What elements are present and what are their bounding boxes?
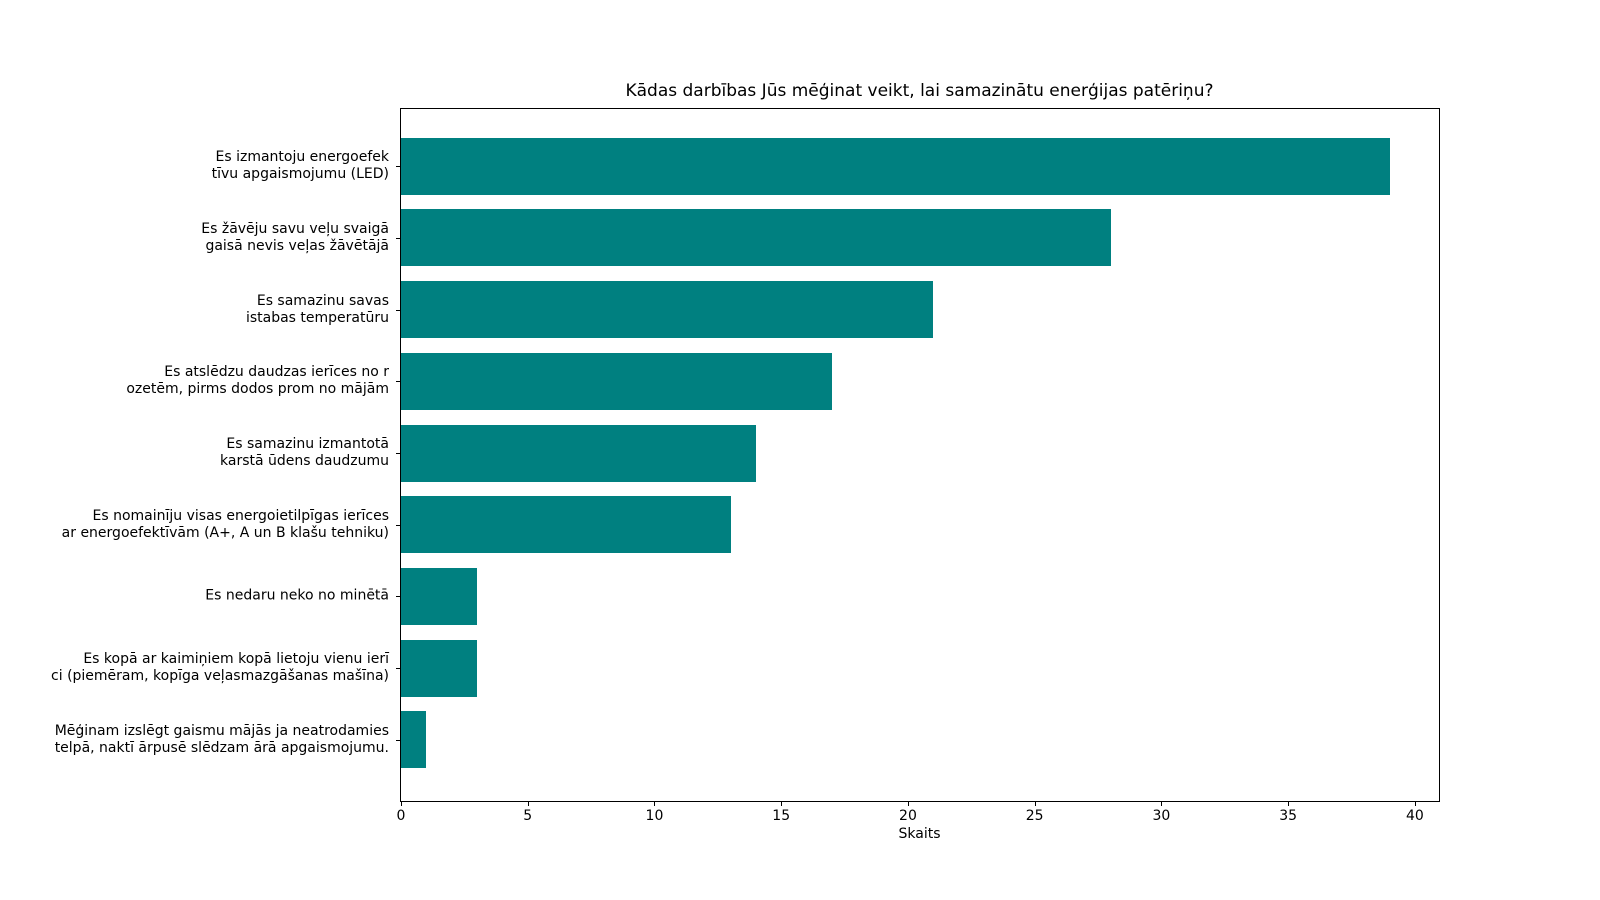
x-tick-mark xyxy=(401,802,402,806)
y-tick-mark xyxy=(396,381,400,383)
plot-area xyxy=(400,108,1440,802)
bar-segment xyxy=(401,496,731,554)
x-tick-label: 35 xyxy=(1279,808,1298,824)
x-tick-mark xyxy=(1034,802,1036,806)
y-tick-mark xyxy=(396,166,400,168)
y-tick-label: Es samazinu savas istabas temperatūru xyxy=(245,292,389,326)
y-tick-mark xyxy=(396,524,400,526)
x-tick-mark xyxy=(781,802,783,806)
bar-segment xyxy=(401,209,1111,267)
y-tick-mark xyxy=(396,309,400,311)
y-tick-mark xyxy=(396,453,400,454)
x-tick-mark xyxy=(527,802,529,806)
y-tick-label: Es žāvēju savu veļu svaigā gaisā nevis v… xyxy=(201,220,389,254)
y-tick-label: Es atslēdzu daudzas ierīces no r ozetēm,… xyxy=(126,364,389,398)
bar-segment xyxy=(401,281,934,339)
y-tick-label: Es izmantoju energoefek tīvu apgaismojum… xyxy=(211,149,389,183)
x-tick-label: 0 xyxy=(396,808,406,824)
x-tick-mark xyxy=(654,802,656,806)
bar-segment xyxy=(401,639,478,697)
y-tick-label: Mēģinam izslēgt gaismu mājās ja neatroda… xyxy=(54,722,389,756)
x-tick-label: 25 xyxy=(1025,808,1044,824)
x-tick-label: 15 xyxy=(772,808,791,824)
bar-segment xyxy=(401,352,832,410)
chart-title: Kādas darbības Jūs mēģinat veikt, lai sa… xyxy=(625,81,1214,101)
x-tick-label: 20 xyxy=(899,808,917,824)
x-axis-label: Skaits xyxy=(898,826,941,842)
bar-segment xyxy=(401,711,427,769)
y-tick-label: Es nedaru neko no minētā xyxy=(205,587,389,604)
bar-segment xyxy=(401,567,478,625)
x-tick-mark xyxy=(907,802,909,806)
y-tick-mark xyxy=(396,237,400,239)
y-tick-mark xyxy=(396,668,400,670)
y-tick-label: Es nomainīju visas energoietilpīgas ierī… xyxy=(61,507,389,541)
x-tick-mark xyxy=(1288,802,1290,806)
y-tick-mark xyxy=(396,739,400,741)
x-tick-label: 10 xyxy=(645,808,664,824)
y-tick-mark xyxy=(396,596,400,598)
x-tick-mark xyxy=(1414,802,1416,806)
y-tick-label: Es kopā ar kaimiņiem kopā lietoju vienu … xyxy=(51,651,389,685)
x-tick-mark xyxy=(1161,802,1163,806)
x-tick-label: 40 xyxy=(1405,808,1424,824)
y-tick-label: Es samazinu izmantotā karstā ūdens daudz… xyxy=(220,436,389,469)
x-tick-label: 30 xyxy=(1152,808,1171,824)
x-tick-label: 5 xyxy=(523,808,533,824)
bar-segment xyxy=(401,424,756,482)
bar-segment xyxy=(401,137,1390,195)
